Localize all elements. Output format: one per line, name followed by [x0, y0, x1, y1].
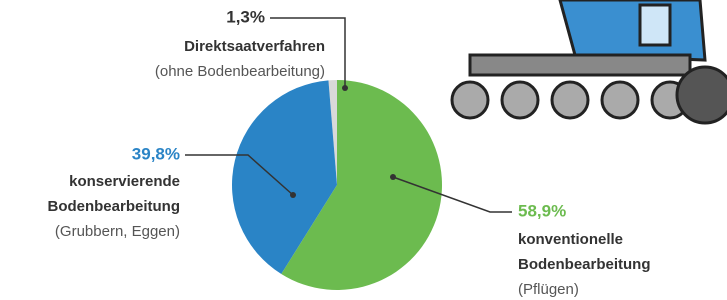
category-sublabel: (ohne Bodenbearbeitung)	[155, 63, 325, 80]
chart: 1,3% Direktsaatverfahren (ohne Bodenbearbe…	[0, 0, 727, 300]
category-label: konservierende	[69, 173, 180, 190]
category-label: konventionelle	[518, 231, 623, 248]
category-label: Bodenbearbeitung	[518, 256, 651, 273]
page: 1,3% Direktsaatverfahren (ohne Bodenbearbe…	[0, 0, 727, 300]
tractor-illustration	[452, 0, 727, 123]
category-sublabel: (Pflügen)	[518, 281, 579, 298]
category-sublabel: (Grubbern, Eggen)	[55, 223, 180, 240]
pie	[232, 80, 442, 290]
value-label: 39,8%	[132, 144, 180, 163]
leader-dot	[342, 85, 348, 91]
value-label: 1,3%	[226, 7, 265, 26]
value-label: 58,9%	[518, 201, 566, 220]
category-label: Bodenbearbeitung	[47, 198, 180, 215]
leader-dot	[290, 192, 296, 198]
leader-dot	[390, 174, 396, 180]
category-label: Direktsaatverfahren	[184, 38, 325, 55]
